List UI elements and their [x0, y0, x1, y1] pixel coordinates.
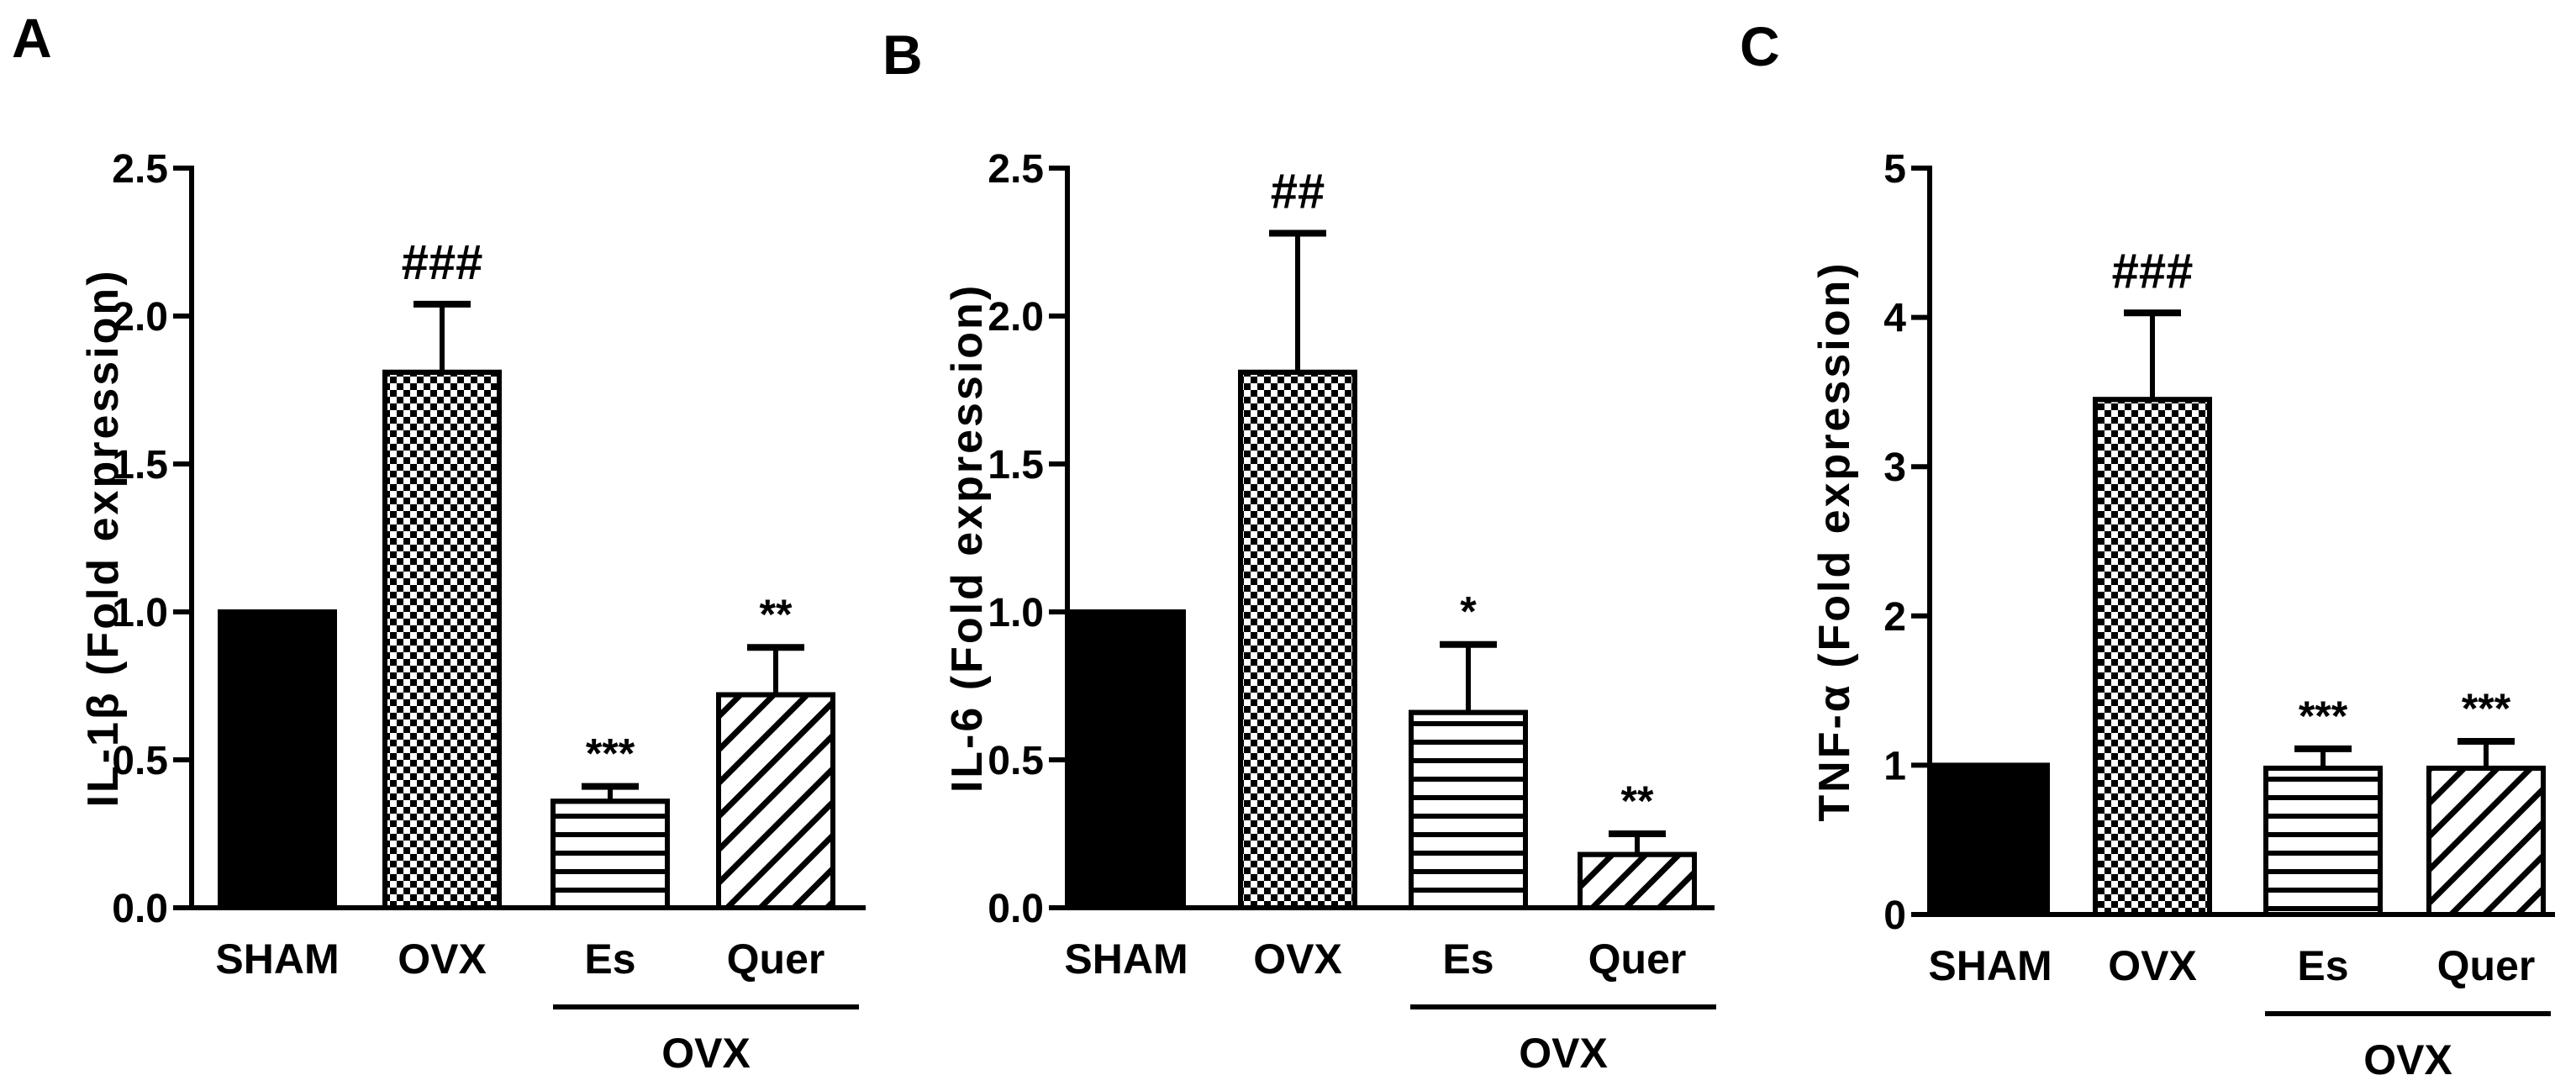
bar-quer [2426, 765, 2546, 918]
bar-sham [1067, 609, 1186, 910]
panel-b: B IL-6 (Fold expression) SHAM ## OVX * Es ** Que… [882, 24, 1716, 1077]
panel-letter: B [882, 24, 923, 86]
category-label: SHAM [215, 936, 339, 983]
group-label: OVX [1519, 1030, 1608, 1077]
significance-marker: ** [1621, 777, 1654, 825]
significance-marker: ### [2112, 244, 2194, 298]
bar-ovx [2093, 397, 2212, 917]
significance-marker: ** [760, 591, 793, 638]
y-tick-label: 0.0 [988, 887, 1044, 931]
category-label: Quer [2437, 942, 2536, 989]
significance-marker: * [1460, 588, 1477, 635]
category-label: Es [584, 936, 635, 983]
category-label: Quer [727, 936, 825, 983]
category-label: OVX [398, 936, 487, 983]
y-axis-label: IL-1β (Fold expression) [79, 268, 128, 807]
panel-letter: A [12, 7, 52, 69]
significance-marker: ## [1271, 164, 1325, 219]
y-tick-label: 0 [1883, 893, 1906, 938]
y-tick-label: 2.5 [112, 147, 168, 192]
bar-sham [1931, 762, 2050, 918]
y-tick-label: 1.5 [988, 443, 1044, 488]
category-label: OVX [1253, 936, 1342, 983]
bar-ovx [1238, 369, 1357, 910]
category-label: SHAM [1064, 936, 1188, 983]
y-tick-label: 2.0 [112, 295, 168, 340]
significance-marker: *** [2462, 685, 2511, 732]
bar-quer [716, 692, 835, 910]
chart-root: AIL-1β (Fold expression)SHAM###OVX***Es*… [12, 7, 2555, 1083]
category-label: Es [1442, 936, 1493, 983]
y-tick-label: 2.5 [988, 147, 1044, 192]
group-label: OVX [661, 1030, 751, 1077]
y-tick-label: 2.0 [988, 295, 1044, 340]
y-tick-label: 5 [1883, 147, 1906, 192]
bar-sham [218, 609, 337, 910]
bar-quer [1578, 851, 1697, 911]
category-label: OVX [2108, 942, 2197, 989]
y-tick-label: 1 [1883, 744, 1906, 788]
y-tick-label: 1.5 [112, 443, 168, 488]
panel-c: C TNF-α (Fold expression) SHAM ### OVX *** Es *… [1740, 15, 2555, 1083]
significance-marker: *** [2299, 693, 2348, 740]
bar-es [1409, 709, 1528, 910]
panel-a: A IL-1β (Fold expression) SHAM ### OVX *** Es *… [12, 7, 866, 1077]
y-axis-label: IL-6 (Fold expression) [943, 283, 992, 793]
y-tick-label: 0.5 [988, 739, 1044, 783]
significance-marker: *** [586, 730, 635, 777]
y-tick-label: 1.0 [988, 591, 1044, 635]
significance-marker: ### [402, 235, 483, 290]
y-tick-label: 1.0 [112, 591, 168, 635]
bar-ovx [382, 369, 502, 910]
y-tick-label: 0.5 [112, 739, 168, 783]
y-tick-label: 2 [1883, 595, 1906, 640]
bar-es [550, 798, 670, 911]
category-label: Quer [1588, 936, 1687, 983]
y-tick-label: 0.0 [112, 887, 168, 931]
category-label: SHAM [1928, 942, 2052, 989]
y-tick-label: 3 [1883, 445, 1906, 490]
panel-letter: C [1740, 15, 1780, 77]
bar-es [2263, 765, 2383, 918]
group-label: OVX [2363, 1036, 2452, 1083]
y-axis-label: TNF-α (Fold expression) [1810, 261, 1859, 821]
y-tick-label: 4 [1883, 297, 1906, 341]
category-label: Es [2297, 942, 2348, 989]
